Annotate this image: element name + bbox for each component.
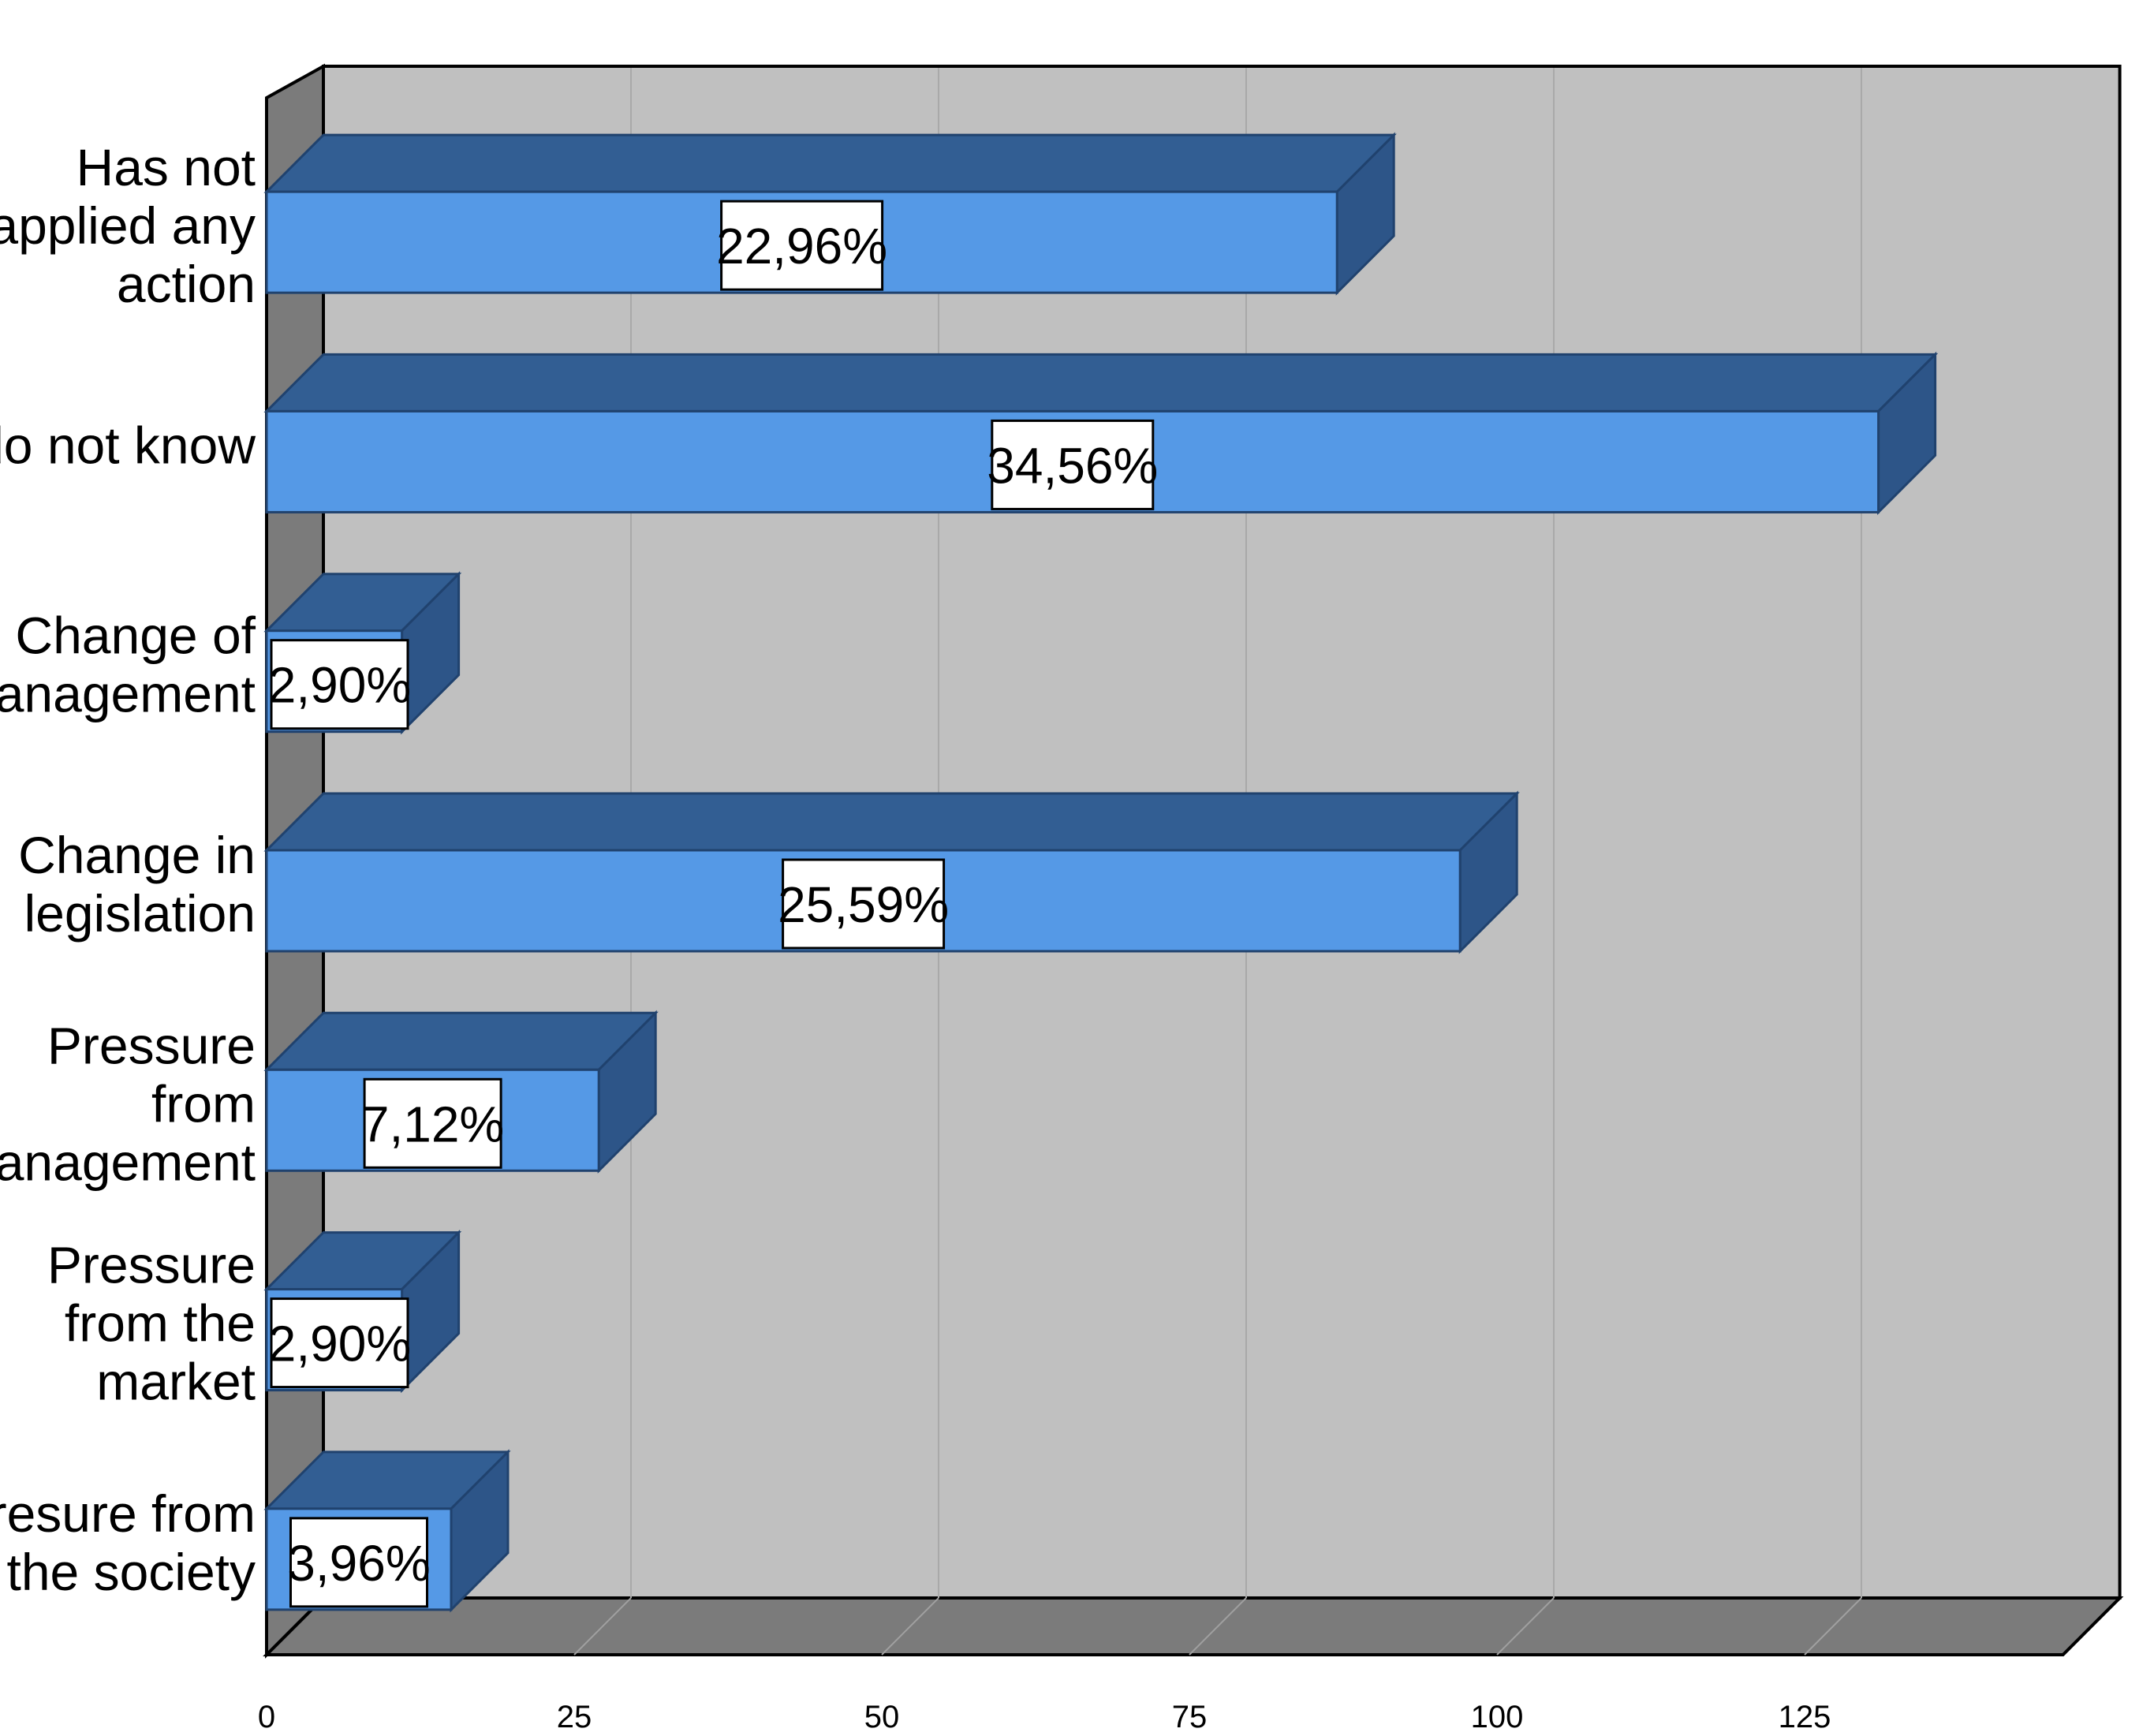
- floor-gridline: [573, 1597, 632, 1656]
- bar-top: [263, 1011, 659, 1071]
- data-label-box: [289, 1517, 428, 1608]
- bar: 7,12%: [263, 1010, 659, 1174]
- bars: 22,96% 34,56% 2,90% 25,59% 7,12% 2,90% 3,96%: [263, 132, 1939, 1613]
- data-label-box: [720, 200, 884, 291]
- x-axis-tick-labels: 0 25 50 75 100 125: [258, 1700, 1831, 1734]
- bar: 22,96%: [263, 132, 1397, 296]
- data-label: 34,56%: [987, 437, 1158, 494]
- bar: 3,96%: [263, 1449, 511, 1613]
- bar: 25,59%: [263, 790, 1520, 954]
- bar: 2,90%: [263, 1229, 462, 1394]
- x-tick-label: 25: [557, 1700, 592, 1734]
- data-label-box: [363, 1077, 502, 1169]
- x-tick-label: 100: [1471, 1700, 1524, 1734]
- category-label: Change ofmanagement: [0, 607, 256, 723]
- x-tick-label: 0: [258, 1700, 275, 1734]
- data-label-box: [270, 639, 409, 730]
- x-tick-label: 75: [1172, 1700, 1208, 1734]
- data-label: 3,96%: [287, 1535, 430, 1592]
- category-label: Pressure from the market: [47, 1236, 256, 1411]
- bar: 2,90%: [263, 571, 462, 735]
- bar-top: [263, 133, 1397, 193]
- data-label-box: [782, 858, 946, 950]
- bar-top: [263, 353, 1939, 413]
- data-label: 25,59%: [778, 876, 949, 933]
- category-label: Has not applied any action: [0, 138, 256, 313]
- floor-gridline: [1496, 1597, 1555, 1656]
- category-label: Change in legislation: [18, 826, 256, 943]
- floor-gridline: [1804, 1597, 1862, 1656]
- x-tick-label: 125: [1779, 1700, 1831, 1734]
- data-label-box: [270, 1297, 409, 1389]
- data-label: 2,90%: [268, 657, 411, 714]
- floor: [263, 1596, 2124, 1656]
- data-label: 22,96%: [716, 218, 887, 274]
- category-label: Pressurefrommanagement: [0, 1016, 256, 1191]
- x-tick-label: 50: [864, 1700, 900, 1734]
- data-label: 7,12%: [361, 1096, 504, 1152]
- data-label-box: [991, 419, 1155, 510]
- data-label: 2,90%: [268, 1316, 411, 1372]
- bar: 34,56%: [263, 351, 1939, 516]
- floor-gridline: [1189, 1597, 1247, 1656]
- category-label: I do not know: [0, 416, 256, 474]
- floor-gridline: [881, 1597, 939, 1656]
- bar-top: [263, 792, 1520, 852]
